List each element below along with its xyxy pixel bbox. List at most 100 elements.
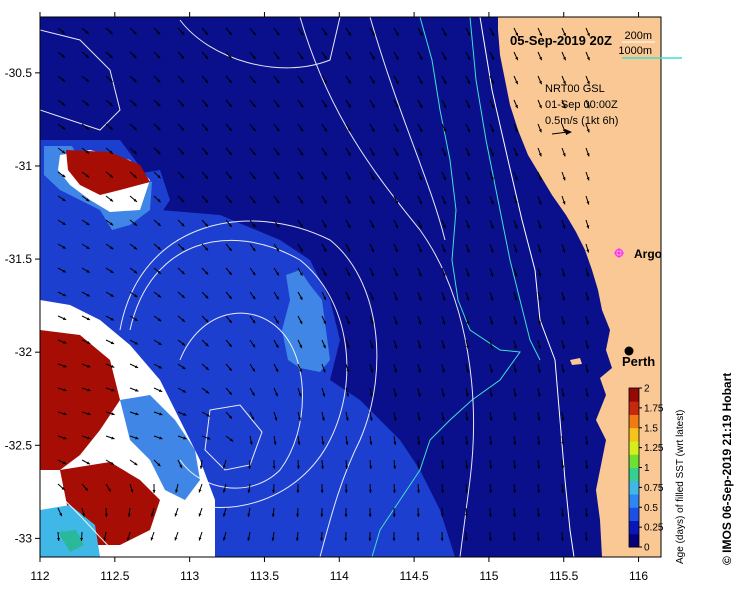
current-vector-head	[392, 537, 396, 541]
current-vector-head	[419, 80, 423, 84]
current-vector-head	[323, 104, 327, 108]
current-vector-head	[347, 128, 351, 132]
current-vector-head	[561, 393, 565, 397]
current-vector-head	[323, 200, 327, 204]
current-vector-head	[417, 441, 421, 445]
current-vector-head	[585, 489, 589, 493]
current-vector-head	[441, 465, 445, 469]
current-vector-head	[441, 489, 445, 493]
current-vector-head	[490, 152, 494, 157]
current-vector-head	[204, 79, 208, 83]
current-vector-head	[87, 364, 91, 368]
perth-label: Perth	[622, 354, 655, 369]
current-vector-head	[395, 248, 398, 253]
current-vector-head	[369, 441, 373, 445]
current-vector-head	[346, 369, 350, 373]
current-vector-head	[585, 369, 589, 373]
current-vector-head	[395, 56, 399, 60]
current-vector-head	[443, 80, 447, 85]
current-vector-head	[515, 56, 518, 61]
current-vector-head	[465, 417, 469, 421]
current-vector-head	[537, 441, 541, 445]
current-vector-head	[183, 436, 187, 440]
current-vector-head	[252, 79, 256, 84]
current-vector-head	[441, 393, 445, 397]
current-vector-head	[585, 393, 589, 397]
current-vector-head	[180, 31, 185, 35]
current-vector-head	[251, 368, 255, 372]
current-vector-head	[276, 152, 280, 156]
colorbar-tick-label: 0.75	[644, 483, 664, 494]
current-vector-head	[538, 249, 542, 253]
current-vector-head	[276, 127, 280, 132]
current-vector-head	[111, 436, 115, 440]
current-vector-head	[513, 417, 517, 421]
current-vector-head	[276, 55, 280, 60]
current-vector-head	[252, 223, 256, 228]
current-vector-head	[488, 537, 492, 541]
current-vector-head	[443, 104, 447, 109]
current-vector-head	[85, 126, 90, 130]
current-vector-head	[104, 513, 108, 517]
current-vector-head	[562, 297, 566, 301]
current-vector-head	[323, 128, 327, 132]
current-vector-head	[467, 152, 470, 157]
scale-arrow-icon	[551, 129, 572, 135]
current-vector-head	[110, 461, 114, 465]
current-vector-head	[61, 102, 66, 106]
current-vector-head	[82, 513, 85, 517]
current-vector-head	[346, 393, 350, 397]
current-vector-head	[371, 176, 375, 180]
current-vector-head	[204, 223, 209, 227]
current-vector-head	[417, 465, 421, 469]
current-vector-head	[275, 392, 278, 397]
current-vector-head	[158, 341, 162, 345]
current-vector-head	[252, 295, 256, 300]
current-vector-head	[228, 247, 232, 251]
current-vectors	[57, 27, 591, 542]
current-vector-head	[157, 79, 161, 83]
current-vector-head	[561, 489, 565, 493]
current-vector-head	[222, 489, 226, 493]
colorbar-tick-label: 0	[644, 543, 650, 554]
current-vector-head	[228, 391, 232, 395]
current-vector-head	[466, 345, 469, 349]
current-vector-head	[442, 200, 446, 205]
current-vector-head	[198, 489, 202, 493]
current-vector-head	[442, 321, 446, 325]
x-tick-label: 115	[479, 569, 498, 583]
current-vector-head	[514, 201, 518, 205]
current-vector-head	[323, 272, 327, 276]
current-vector-head	[85, 30, 89, 34]
current-vector-head	[61, 30, 65, 34]
current-vector-head	[181, 175, 185, 179]
current-vector-head	[133, 246, 138, 250]
current-vector-head	[179, 464, 182, 469]
current-vector-head	[272, 489, 276, 493]
current-vector-head	[323, 224, 327, 228]
current-vector-head	[275, 344, 279, 348]
current-vector-head	[109, 102, 113, 106]
current-vector-head	[86, 461, 90, 465]
current-vector-head	[538, 201, 542, 205]
colorbar-segment	[629, 414, 639, 429]
current-vector-head	[63, 436, 67, 440]
current-vector-head	[321, 441, 325, 445]
y-axis: -30.5 -31 -31.5 -32 -32.5 -33	[5, 66, 40, 545]
current-vector-head	[222, 465, 226, 469]
current-vector-head	[228, 79, 232, 83]
current-vector-head	[276, 248, 280, 252]
current-vector-head	[513, 393, 517, 397]
current-vector-head	[393, 393, 397, 397]
current-vector-head	[562, 177, 566, 181]
current-vector-head	[489, 393, 493, 397]
current-vector-head	[86, 245, 90, 249]
current-vector-head	[157, 318, 162, 322]
current-vector-head	[442, 345, 446, 349]
current-vector-head	[491, 80, 494, 85]
current-vector-head	[182, 389, 186, 393]
x-tick-label: 112	[30, 569, 49, 583]
current-vector-head	[371, 224, 374, 229]
current-vector-head	[368, 513, 372, 517]
current-vector-head	[538, 321, 541, 325]
